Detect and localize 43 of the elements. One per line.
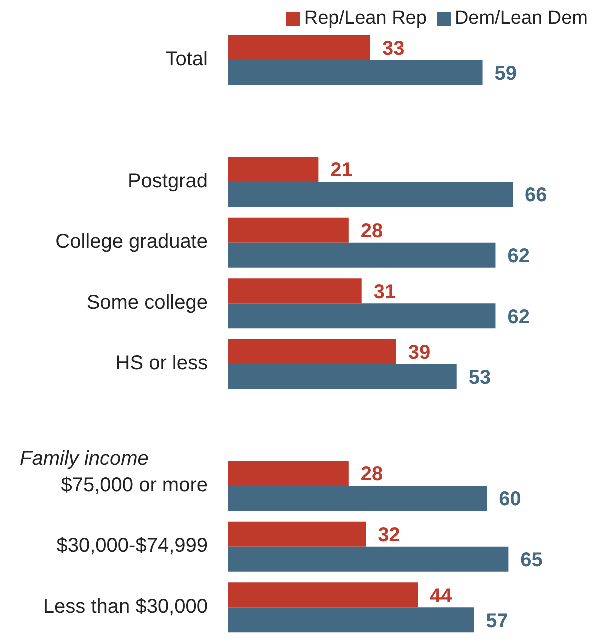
bar — [228, 339, 396, 364]
legend-label: Rep/Lean Rep — [304, 8, 427, 29]
data-label: 31 — [374, 281, 396, 304]
data-label: 59 — [494, 63, 518, 86]
bar — [228, 182, 513, 208]
data-label: 21 — [330, 160, 353, 182]
data-label: 57 — [486, 610, 508, 632]
data-label: 65 — [520, 549, 543, 572]
data-label: 28 — [360, 220, 384, 242]
y-tick-label: $75,000 or more — [61, 474, 208, 496]
bar — [228, 461, 349, 486]
y-tick-label: College graduate — [56, 231, 208, 254]
y-tick-label: Less than $30,000 — [43, 596, 208, 618]
bar — [228, 242, 496, 268]
data-label: 39 — [408, 342, 431, 364]
bar — [228, 522, 366, 547]
y-tick-label: $30,000-$74,999 — [56, 535, 208, 558]
bar — [228, 218, 349, 243]
data-label: 66 — [525, 184, 548, 207]
data-label: 62 — [508, 306, 530, 328]
bar — [228, 486, 488, 512]
data-label: 62 — [508, 245, 530, 268]
bar — [228, 35, 370, 60]
y-tick-label: Some college — [86, 292, 208, 314]
text: Family income — [20, 448, 149, 471]
y-tick-label: Postgrad — [128, 170, 208, 192]
bar — [228, 157, 319, 182]
bar — [228, 304, 496, 329]
data-label: 28 — [360, 464, 384, 486]
bar — [228, 546, 509, 572]
data-label: 53 — [468, 367, 492, 390]
data-label: 60 — [499, 488, 522, 511]
bar — [228, 582, 418, 608]
data-label: 44 — [430, 585, 454, 608]
bar — [228, 364, 457, 390]
bar — [228, 60, 483, 86]
y-tick-label: Total — [166, 48, 208, 71]
data-label: 32 — [378, 524, 400, 546]
bar — [228, 278, 362, 304]
y-tick-label: HS or less — [116, 352, 208, 375]
bar — [228, 608, 474, 633]
legend-label: Dem/Lean Dem — [454, 8, 588, 29]
data-label: 33 — [382, 38, 405, 60]
